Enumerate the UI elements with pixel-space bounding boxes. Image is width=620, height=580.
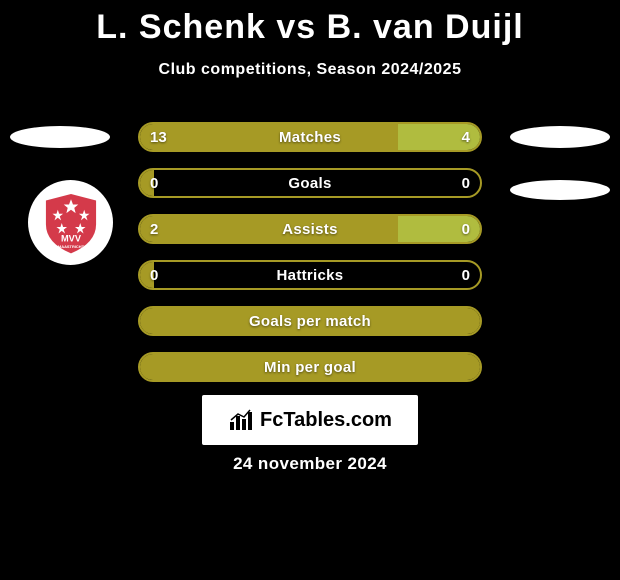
stat-row: Matches13 4 (138, 122, 482, 152)
stat-value-right: 0 (462, 262, 470, 288)
stats-container: Matches134Goals00Assists20Hattricks00Goa… (138, 122, 482, 398)
stat-value-right: 0 (462, 216, 470, 242)
decor-ellipse-left (10, 126, 110, 148)
stat-label: Goals per match (140, 308, 480, 334)
stat-value-left: 0 (150, 170, 158, 196)
stat-value-right: 0 (462, 170, 470, 196)
page-title: L. Schenk vs B. van Duijl (0, 0, 620, 47)
decor-ellipse-right-mid (510, 180, 610, 200)
stat-value-left: 0 (150, 262, 158, 288)
mvv-shield-icon: MVV MAASTRICHT (38, 190, 104, 256)
stat-label: Min per goal (140, 354, 480, 380)
stat-row: Goals0 0 (138, 168, 482, 198)
stat-row: Hattricks0 0 (138, 260, 482, 290)
stat-row: Assists2 0 (138, 214, 482, 244)
branding-badge: FcTables.com (202, 395, 418, 445)
badge-text-bottom: MAASTRICHT (57, 244, 84, 249)
stat-label: Hattricks (140, 262, 480, 288)
stat-row: Goals per match (138, 306, 482, 336)
date-label: 24 november 2024 (0, 454, 620, 474)
stat-label: Matches (140, 124, 480, 150)
club-badge-left: MVV MAASTRICHT (28, 180, 113, 265)
stat-value-left: 13 (150, 124, 167, 150)
stat-label: Assists (140, 216, 480, 242)
decor-ellipse-right-top (510, 126, 610, 148)
bars-icon (228, 408, 256, 432)
stat-value-right: 4 (462, 124, 470, 150)
stat-row: Min per goal (138, 352, 482, 382)
page-subtitle: Club competitions, Season 2024/2025 (0, 61, 620, 79)
stat-value-left: 2 (150, 216, 158, 242)
stat-label: Goals (140, 170, 480, 196)
brand-text: FcTables.com (260, 409, 392, 432)
badge-text-top: MVV (60, 233, 81, 243)
